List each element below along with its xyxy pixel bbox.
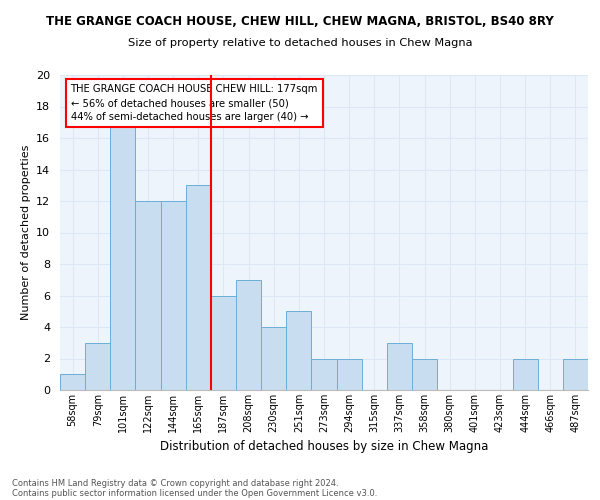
Text: THE GRANGE COACH HOUSE CHEW HILL: 177sqm
← 56% of detached houses are smaller (5: THE GRANGE COACH HOUSE CHEW HILL: 177sqm…: [71, 84, 318, 122]
Bar: [412, 358, 437, 390]
Text: Contains HM Land Registry data © Crown copyright and database right 2024.: Contains HM Land Registry data © Crown c…: [12, 478, 338, 488]
Bar: [85, 343, 110, 390]
Bar: [387, 343, 412, 390]
Text: Contains public sector information licensed under the Open Government Licence v3: Contains public sector information licen…: [12, 488, 377, 498]
Bar: [563, 358, 588, 390]
Bar: [337, 358, 362, 390]
Bar: [211, 296, 236, 390]
Y-axis label: Number of detached properties: Number of detached properties: [20, 145, 31, 320]
Text: Size of property relative to detached houses in Chew Magna: Size of property relative to detached ho…: [128, 38, 472, 48]
Bar: [60, 374, 85, 390]
Bar: [311, 358, 337, 390]
Bar: [286, 311, 311, 390]
Bar: [136, 201, 161, 390]
X-axis label: Distribution of detached houses by size in Chew Magna: Distribution of detached houses by size …: [160, 440, 488, 454]
Text: THE GRANGE COACH HOUSE, CHEW HILL, CHEW MAGNA, BRISTOL, BS40 8RY: THE GRANGE COACH HOUSE, CHEW HILL, CHEW …: [46, 15, 554, 28]
Bar: [512, 358, 538, 390]
Bar: [261, 327, 286, 390]
Bar: [161, 201, 186, 390]
Bar: [110, 106, 136, 390]
Bar: [186, 185, 211, 390]
Bar: [236, 280, 261, 390]
